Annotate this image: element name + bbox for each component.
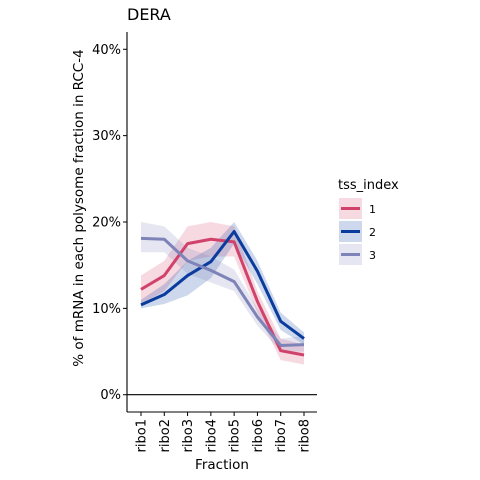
x-tick-label: ribo5 [228, 419, 243, 452]
x-tick-label: ribo2 [158, 419, 173, 452]
x-tick-label: ribo6 [251, 419, 266, 452]
legend-label: 3 [369, 249, 376, 262]
y-tick-label: 0% [100, 388, 121, 403]
line-series-2 [140, 230, 305, 340]
x-tick-label: ribo4 [204, 419, 219, 452]
y-axis-title: % of mRNA in each polysome fraction in R… [71, 49, 87, 366]
legend-key-2: 2 [339, 221, 376, 242]
chart-title: DERA [127, 5, 171, 24]
x-tick-label: ribo8 [298, 419, 313, 452]
legend-title: tss_index [338, 178, 399, 193]
x-axis-title: Fraction [195, 457, 249, 473]
y-tick-label: 30% [92, 129, 121, 144]
x-tick-label: ribo1 [135, 419, 150, 452]
ribbon-series-1 [141, 222, 304, 365]
y-tick-label: 20% [92, 216, 121, 231]
y-tick-label: 40% [92, 43, 121, 58]
legend-label: 2 [369, 226, 376, 239]
x-tick-label: ribo3 [181, 419, 196, 452]
series-line-layer [140, 230, 305, 357]
legend-key-3: 3 [339, 244, 376, 265]
x-axis: ribo1 ribo2 ribo3 ribo4 ribo5 ribo6 ribo7 ribo8 [127, 411, 317, 452]
x-tick-label: ribo7 [274, 419, 289, 452]
legend-label: 1 [369, 203, 376, 216]
y-tick-label: 10% [92, 302, 121, 317]
legend: tss_index 1 2 3 [338, 178, 399, 265]
line-series-3 [140, 236, 305, 347]
legend-key-1: 1 [339, 198, 376, 219]
y-axis: 0% 10% 20% 30% 40% [92, 32, 128, 412]
